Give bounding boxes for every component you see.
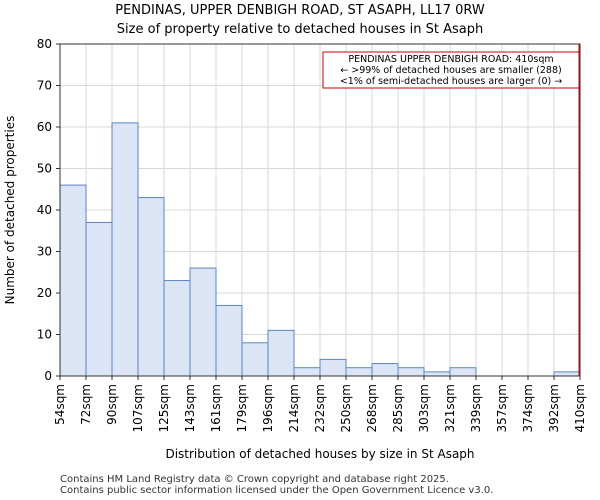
y-tick-label: 10	[37, 328, 52, 342]
annotation-line-1: PENDINAS UPPER DENBIGH ROAD: 410sqm	[348, 54, 553, 65]
x-tick-label: 107sqm	[131, 384, 145, 432]
bar	[137, 197, 165, 377]
bar	[267, 329, 295, 377]
x-tick-label: 232sqm	[313, 384, 327, 432]
chart-title: PENDINAS, UPPER DENBIGH ROAD, ST ASAPH, …	[115, 3, 485, 18]
bar	[189, 267, 217, 377]
annotation-rect	[322, 51, 580, 89]
bar	[215, 304, 243, 377]
x-tick-label: 72sqm	[79, 384, 93, 425]
annotation-box: PENDINAS UPPER DENBIGH ROAD: 410sqm ← >9…	[322, 51, 580, 89]
bar	[397, 367, 425, 377]
y-tick-label: 20	[37, 286, 52, 300]
x-tick-label: 90sqm	[105, 384, 119, 425]
x-tick-label: 196sqm	[261, 384, 275, 432]
bar	[293, 367, 321, 377]
x-ticks: 54sqm 72sqm 90sqm 107sqm 125sqm 143sqm 161sqm 1…	[53, 376, 587, 432]
footer-line-1: Contains HM Land Registry data © Crown c…	[60, 474, 449, 485]
annotation-line-3: <1% of semi-detached houses are larger (…	[340, 76, 562, 87]
x-tick-label: 285sqm	[391, 384, 405, 432]
x-tick-label: 161sqm	[209, 384, 223, 432]
y-tick-label: 60	[37, 120, 52, 134]
bar	[345, 367, 373, 377]
bar	[423, 371, 451, 377]
x-tick-label: 374sqm	[521, 384, 535, 432]
x-tick-label: 250sqm	[339, 384, 353, 432]
x-tick-label: 179sqm	[235, 384, 249, 432]
bar	[85, 221, 113, 377]
chart-subtitle: Size of property relative to detached ho…	[116, 22, 484, 37]
x-tick-label: 392sqm	[547, 384, 561, 432]
bar	[111, 122, 139, 377]
y-tick-label: 30	[37, 245, 52, 259]
x-tick-label: 410sqm	[573, 384, 587, 432]
bar	[59, 184, 87, 377]
annotation-line-2: ← >99% of detached houses are smaller (2…	[340, 65, 561, 76]
x-tick-label: 125sqm	[157, 384, 171, 432]
x-tick-label: 321sqm	[443, 384, 457, 432]
x-tick-label: 54sqm	[53, 384, 67, 425]
y-ticks: 0 10 20 30 40 50 60 70 80	[37, 37, 60, 383]
bar	[163, 280, 191, 377]
x-tick-label: 339sqm	[469, 384, 483, 432]
bar	[449, 367, 477, 377]
x-tick-label: 303sqm	[417, 384, 431, 432]
x-tick-label: 143sqm	[183, 384, 197, 432]
x-tick-label: 357sqm	[495, 384, 509, 432]
y-tick-label: 80	[37, 37, 52, 51]
x-axis-label: Distribution of detached houses by size …	[165, 447, 474, 461]
y-tick-label: 50	[37, 162, 52, 176]
y-tick-label: 70	[37, 79, 52, 93]
bars-group	[59, 122, 581, 377]
x-tick-label: 268sqm	[365, 384, 379, 432]
bar	[553, 371, 581, 377]
y-axis-label: Number of detached properties	[3, 116, 17, 305]
bar	[241, 342, 269, 377]
bar	[371, 363, 399, 377]
y-tick-label: 0	[44, 369, 52, 383]
bar	[319, 358, 347, 377]
y-tick-label: 40	[37, 203, 52, 217]
footer-line-2: Contains public sector information licen…	[60, 485, 494, 496]
x-tick-label: 214sqm	[287, 384, 301, 432]
